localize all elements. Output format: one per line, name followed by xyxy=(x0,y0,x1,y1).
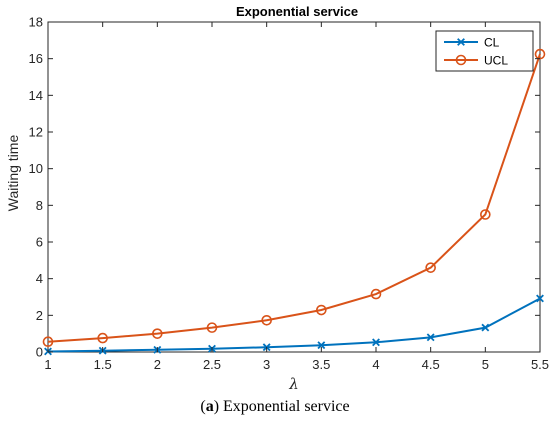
ticks-layer: 1 1.5 2 2.5 3 3.5 4 4.5 5 5.5 0 2 4 6 8 10 12 14 16 18 xyxy=(29,15,550,373)
series-layer xyxy=(42,48,546,356)
legend-marker xyxy=(457,38,465,46)
caption-label: a xyxy=(205,398,214,415)
y-tick-label: 10 xyxy=(29,161,43,176)
y-tick-label: 0 xyxy=(36,345,43,360)
data-point-ucl xyxy=(152,328,163,339)
data-point-ucl xyxy=(97,332,108,344)
y-tick-label: 2 xyxy=(36,308,43,323)
x-tick-label: 4 xyxy=(372,357,379,372)
y-tick-label: 8 xyxy=(36,198,43,213)
legend: CL UCL xyxy=(435,30,534,72)
data-point-cl xyxy=(372,338,380,347)
data-point-cl xyxy=(536,294,544,303)
data-point-ucl xyxy=(261,314,272,326)
data-point-cl xyxy=(426,333,435,342)
x-tick-label: 3 xyxy=(263,357,270,372)
legend-label: UCL xyxy=(484,54,508,68)
x-tick-label: 2 xyxy=(154,357,161,372)
x-tick-label: 5.5 xyxy=(531,357,549,372)
legend-marker xyxy=(455,54,467,66)
legend-entry-cl: CL xyxy=(444,36,500,50)
y-tick-label: 14 xyxy=(29,88,43,103)
data-point-ucl xyxy=(480,209,491,220)
data-point-cl xyxy=(481,323,490,332)
data-point-ucl xyxy=(370,288,382,300)
data-point-cl xyxy=(317,341,326,350)
y-axis-label: Waiting time xyxy=(5,135,21,212)
x-tick-label: 1.5 xyxy=(94,357,112,372)
data-point-ucl xyxy=(316,304,327,316)
series-line-ucl xyxy=(47,53,541,343)
x-tick-label: 5 xyxy=(482,357,489,372)
plot-frame xyxy=(47,21,541,353)
x-tick-label: 4.5 xyxy=(422,357,440,372)
plot-area xyxy=(47,21,541,353)
legend-box xyxy=(435,30,534,72)
legend-entry-ucl: UCL xyxy=(444,54,508,68)
y-tick-label: 6 xyxy=(36,235,43,250)
figure-caption: (a) Exponential service xyxy=(200,398,350,415)
data-point-ucl xyxy=(425,262,436,273)
data-point-ucl xyxy=(42,336,54,348)
x-axis-label: λ xyxy=(288,375,299,393)
series-line-cl xyxy=(47,297,541,353)
series-ucl xyxy=(42,48,546,348)
caption-text: Exponential service xyxy=(223,398,350,415)
chart-title: Exponential service xyxy=(236,4,358,19)
y-tick-label: 4 xyxy=(36,271,43,286)
legend-label: CL xyxy=(484,36,500,50)
y-tick-label: 18 xyxy=(29,15,43,30)
x-tick-label: 2.5 xyxy=(203,357,221,372)
chart: 1 1.5 2 2.5 3 3.5 4 4.5 5 5.5 0 2 4 6 8 10 12 14 16 18 Expo… xyxy=(5,4,550,393)
data-point-ucl xyxy=(206,322,218,333)
y-tick-label: 12 xyxy=(29,125,43,140)
y-tick-label: 16 xyxy=(29,51,43,66)
x-tick-label: 3.5 xyxy=(312,357,330,372)
x-tick-label: 1 xyxy=(44,357,51,372)
